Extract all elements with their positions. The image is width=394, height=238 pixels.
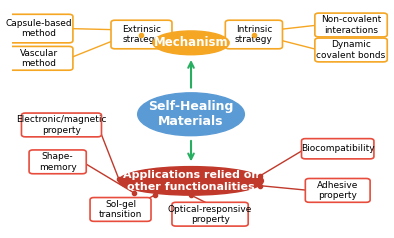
Text: Adhesive
property: Adhesive property <box>317 181 359 200</box>
FancyBboxPatch shape <box>305 178 370 202</box>
Text: Biocompatibility: Biocompatibility <box>301 144 375 153</box>
Text: Mechanism: Mechanism <box>154 36 229 49</box>
FancyBboxPatch shape <box>225 20 282 49</box>
Text: Capsule-based
method: Capsule-based method <box>5 19 72 38</box>
Text: Dynamic
covalent bonds: Dynamic covalent bonds <box>316 40 386 60</box>
Text: Extrinsic
strategy: Extrinsic strategy <box>122 25 161 44</box>
FancyBboxPatch shape <box>21 113 102 137</box>
Text: Shape-
memory: Shape- memory <box>39 152 76 172</box>
FancyBboxPatch shape <box>301 139 374 159</box>
FancyBboxPatch shape <box>315 38 387 62</box>
FancyBboxPatch shape <box>172 202 248 226</box>
Text: Vascular
method: Vascular method <box>20 49 58 68</box>
Text: Self-Healing
Materials: Self-Healing Materials <box>148 100 234 128</box>
FancyBboxPatch shape <box>29 150 86 174</box>
Ellipse shape <box>138 93 244 136</box>
Text: Intrinsic
strategy: Intrinsic strategy <box>235 25 273 44</box>
Text: Electronic/magnetic
property: Electronic/magnetic property <box>16 115 107 135</box>
Text: Optical-responsive
property: Optical-responsive property <box>168 204 252 224</box>
Ellipse shape <box>119 167 264 195</box>
Text: Applications relied on
other functionalities: Applications relied on other functionali… <box>123 170 259 192</box>
FancyBboxPatch shape <box>4 46 73 70</box>
FancyBboxPatch shape <box>111 20 172 49</box>
Text: Non-covalent
interactions: Non-covalent interactions <box>321 15 381 35</box>
FancyBboxPatch shape <box>315 13 387 37</box>
Ellipse shape <box>153 31 229 55</box>
FancyBboxPatch shape <box>90 198 151 221</box>
Text: Sol-gel
transition: Sol-gel transition <box>99 200 142 219</box>
FancyBboxPatch shape <box>4 14 73 43</box>
